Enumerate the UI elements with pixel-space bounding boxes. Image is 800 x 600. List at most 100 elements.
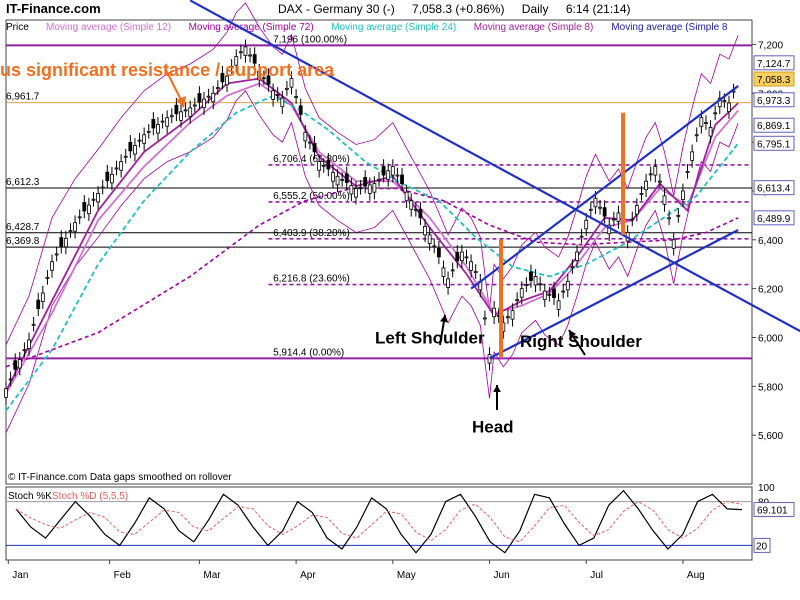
- legend-entry: Price: [6, 22, 29, 33]
- stochastic-panel: [5, 486, 753, 561]
- price-tag: [753, 55, 795, 71]
- price-candle: [602, 207, 607, 217]
- price-candle: [584, 219, 589, 230]
- price-candle: [243, 46, 248, 56]
- price-candle: [169, 115, 174, 118]
- price-candle: [722, 100, 727, 102]
- price-candle: [427, 234, 432, 244]
- chart-header: IT-Finance.com DAX - Germany 30 (-) 7,05…: [0, 0, 800, 18]
- price-candle: [653, 166, 658, 176]
- x-tick-label: Jun: [494, 570, 510, 581]
- price-candle: [151, 118, 156, 129]
- price-candle: [671, 239, 676, 249]
- price-tag: [753, 92, 795, 108]
- fib-level-label: 5,914.4 (0.00%): [273, 347, 344, 358]
- price-candle: [160, 120, 165, 123]
- x-tick-label: Feb: [114, 570, 132, 581]
- stoch-current-label: 69.101: [757, 506, 788, 517]
- support-level-label: 6,428.7: [6, 222, 40, 233]
- price-candle: [252, 54, 257, 64]
- y-tick-label: 6,400: [758, 236, 783, 247]
- price-candle: [708, 127, 713, 137]
- price-candle: [506, 316, 510, 319]
- price-candle: [464, 256, 469, 259]
- stoch-low-label: 20: [756, 541, 768, 552]
- price-candle: [446, 278, 450, 288]
- price-candle: [634, 205, 639, 215]
- price-candle: [367, 184, 372, 194]
- trendline: [189, 0, 800, 333]
- price-tag: [753, 135, 795, 151]
- price-candle: [699, 117, 704, 127]
- price-candle: [312, 142, 317, 153]
- price-candle: [128, 141, 133, 152]
- price-candle: [727, 102, 731, 112]
- price-candle: [215, 87, 220, 89]
- price-candle: [395, 174, 400, 177]
- price-candle: [105, 171, 110, 182]
- price-candle: [579, 235, 584, 238]
- price-tag-label: 6,613.4: [757, 184, 791, 195]
- price-candle: [469, 261, 473, 271]
- price-candle: [510, 310, 515, 320]
- price-candle: [36, 299, 41, 310]
- legend-entry: Moving average (Simple 8: [611, 22, 728, 33]
- price-candle: [4, 388, 8, 398]
- price-candle: [317, 161, 322, 171]
- price-candle: [662, 195, 667, 205]
- x-tick-label: Jul: [590, 570, 603, 581]
- price-candle: [298, 105, 303, 115]
- trendline: [489, 229, 739, 360]
- price-candle: [261, 77, 266, 80]
- price-candle: [63, 237, 68, 248]
- price-candle: [685, 171, 690, 173]
- price-candle: [358, 186, 363, 189]
- price-candle: [119, 161, 124, 171]
- stoch-k-line: [15, 489, 743, 554]
- x-tick-label: Mar: [203, 570, 221, 581]
- price-candle: [225, 75, 229, 86]
- price-candle: [220, 72, 225, 83]
- y-tick-label: 6,000: [758, 333, 783, 344]
- price-candle: [50, 261, 54, 271]
- price-candle: [91, 198, 96, 201]
- price-candle: [123, 155, 128, 158]
- price-candle: [570, 266, 575, 269]
- price-candle: [165, 117, 170, 127]
- y-tick-label: 6,200: [758, 285, 783, 296]
- price-candle: [667, 217, 672, 220]
- resistance-arrowhead: [176, 96, 186, 108]
- fib-level-label: 6,216.8 (23.60%): [273, 274, 350, 285]
- price-tag-label: 6,795.1: [757, 139, 791, 150]
- fib-level-label: 6,555.2 (50.00%): [273, 191, 350, 202]
- price-candle: [363, 177, 368, 187]
- pattern-arrowhead: [493, 385, 501, 393]
- x-tick-label: Aug: [687, 570, 705, 581]
- price-candle: [303, 131, 308, 142]
- price-candle: [137, 139, 142, 142]
- resistance-arrow: [164, 67, 183, 103]
- price-candle: [354, 188, 358, 198]
- legend-entry: Moving average (Simple 24): [331, 22, 456, 33]
- legend-entry: Moving average (Simple 72): [189, 22, 314, 33]
- price-tag-label: 7,124.7: [757, 59, 791, 70]
- price-candle: [326, 160, 331, 170]
- fib-level-label: 6,403.9 (38.20%): [273, 228, 350, 239]
- price-candle: [681, 190, 685, 200]
- price-candle: [492, 307, 497, 318]
- price-candle: [644, 180, 648, 191]
- legend-entry: Moving average (Simple 12): [46, 22, 171, 33]
- y-tick-label: 5,600: [758, 431, 783, 442]
- price-candle: [335, 175, 340, 186]
- price-tag: [753, 71, 795, 87]
- price-candle: [404, 191, 409, 202]
- price-candle: [473, 271, 478, 273]
- price-candle: [40, 292, 45, 302]
- price-candle: [156, 124, 160, 134]
- price-tag-label: 7,058.3: [757, 75, 791, 86]
- price-candle: [386, 170, 391, 180]
- price-candle: [344, 173, 349, 183]
- y-tick-label: 5,800: [758, 382, 783, 393]
- price-candle: [575, 251, 579, 261]
- price-candle: [146, 130, 151, 133]
